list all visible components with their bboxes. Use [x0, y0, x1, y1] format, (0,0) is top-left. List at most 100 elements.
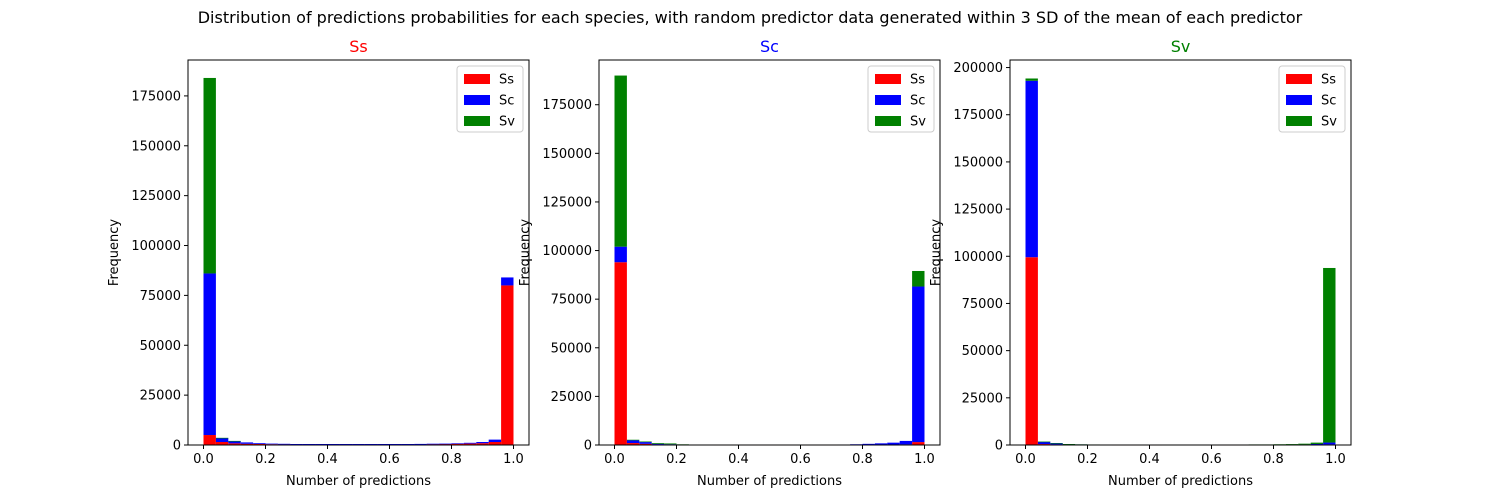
y-tick-label: 25000	[140, 389, 181, 404]
bar-ss	[228, 443, 241, 445]
x-tick-label: 0.8	[441, 452, 462, 467]
x-tick-label: 0.0	[604, 452, 625, 467]
bar-sv	[912, 270, 925, 287]
bar-sc	[277, 443, 291, 445]
bar-sc	[215, 438, 229, 443]
y-tick-label: 150000	[131, 139, 181, 154]
subplot-title: Sv	[1171, 37, 1191, 56]
bar-sc	[377, 444, 390, 445]
legend-swatch-sv	[875, 116, 901, 126]
legend-label: Sv	[499, 115, 515, 130]
x-tick-label: 0.0	[1015, 452, 1036, 467]
bar-sc	[315, 444, 328, 445]
bar-ss	[626, 443, 640, 445]
legend-label: Ss	[910, 73, 925, 88]
bar-sc	[1025, 80, 1038, 258]
y-tick-label: 75000	[551, 293, 592, 308]
bar-ss	[203, 435, 216, 445]
legend-label: Sv	[1321, 115, 1337, 130]
x-tick-label: 0.2	[666, 452, 687, 467]
bar-sc	[488, 439, 502, 443]
bar-sv	[1037, 441, 1051, 443]
legend: Ss Sc Sv	[456, 65, 524, 133]
y-tick-label: 125000	[542, 195, 592, 210]
x-tick-label: 0.0	[193, 452, 214, 467]
bar-sc	[439, 443, 452, 445]
y-tick-label: 50000	[140, 339, 181, 354]
bar-sc	[476, 442, 489, 444]
plot-frame	[598, 59, 941, 446]
subplot-sc: Sc 0.0 0.2 0.4 0.6 0.8 1.0 0 25000 50000 75000 1000…	[518, 37, 941, 489]
bar-sv	[626, 439, 640, 441]
x-tick-label: 0.6	[379, 452, 400, 467]
bar-sv	[639, 441, 652, 443]
bar-sc	[639, 442, 652, 444]
bar-ss	[501, 285, 514, 445]
plot-frame	[187, 59, 530, 446]
bar-sc	[899, 440, 913, 445]
bar-sc	[874, 443, 888, 445]
bar-ss	[451, 443, 464, 445]
bar-sc	[265, 443, 278, 445]
y-tick-label: 50000	[551, 341, 592, 356]
y-axis-label: Frequency	[107, 219, 122, 286]
bar-sc	[626, 440, 640, 444]
y-tick-label: 0	[584, 439, 592, 454]
y-tick-label: 175000	[953, 108, 1003, 123]
y-tick-label: 150000	[542, 147, 592, 162]
bar-sc	[1037, 441, 1051, 445]
legend: Ss Sc Sv	[1278, 65, 1346, 133]
x-tick-label: 0.4	[1139, 452, 1160, 467]
legend-swatch-sc	[464, 95, 490, 105]
legend-label: Sc	[910, 94, 925, 109]
bar-sc	[887, 442, 900, 445]
y-tick-label: 50000	[962, 344, 1003, 359]
bar-sc	[240, 442, 254, 444]
legend-swatch-sv	[1286, 116, 1312, 126]
bar-ss	[912, 442, 925, 445]
bar-sc	[1323, 442, 1336, 445]
bar-sc	[401, 444, 415, 445]
bar-sc	[253, 443, 266, 445]
bar-ss	[215, 442, 229, 445]
bar-sc	[414, 443, 427, 445]
y-tick-label: 175000	[542, 98, 592, 113]
legend-label: Sv	[910, 115, 926, 130]
bar-ss	[639, 443, 652, 445]
bar-sv	[1285, 444, 1299, 445]
bar-sv	[1310, 442, 1324, 444]
legend-label: Sc	[499, 94, 514, 109]
x-tick-label: 1.0	[503, 452, 524, 467]
bar-sv	[1025, 78, 1038, 81]
legend-swatch-ss	[875, 74, 901, 84]
x-tick-label: 0.8	[1263, 452, 1284, 467]
bar-sc	[203, 273, 216, 436]
bar-sv	[228, 440, 241, 442]
bar-sv	[614, 75, 627, 247]
bar-sc	[426, 443, 440, 445]
bar-ss	[463, 443, 477, 445]
bar-ss	[614, 262, 627, 445]
bar-ss	[1025, 257, 1038, 445]
bar-sc	[1050, 443, 1063, 445]
bar-sv	[1050, 443, 1063, 444]
bar-sc	[302, 444, 316, 445]
bar-sc	[463, 442, 477, 444]
y-tick-label: 125000	[131, 189, 181, 204]
bar-sc	[228, 441, 241, 444]
legend-swatch-ss	[464, 74, 490, 84]
bar-sv	[1323, 267, 1336, 443]
y-tick-label: 125000	[953, 203, 1003, 218]
bar-sc	[327, 444, 340, 445]
y-tick-label: 25000	[551, 390, 592, 405]
bar-ss	[476, 443, 489, 445]
x-tick-label: 0.2	[1077, 452, 1098, 467]
x-axis-label: Number of predictions	[697, 474, 842, 489]
legend-label: Ss	[1321, 73, 1336, 88]
y-tick-label: 200000	[953, 61, 1003, 76]
subplot-title: Ss	[349, 37, 368, 56]
x-tick-label: 0.4	[317, 452, 338, 467]
y-tick-label: 100000	[131, 239, 181, 254]
bar-sv	[651, 443, 665, 444]
